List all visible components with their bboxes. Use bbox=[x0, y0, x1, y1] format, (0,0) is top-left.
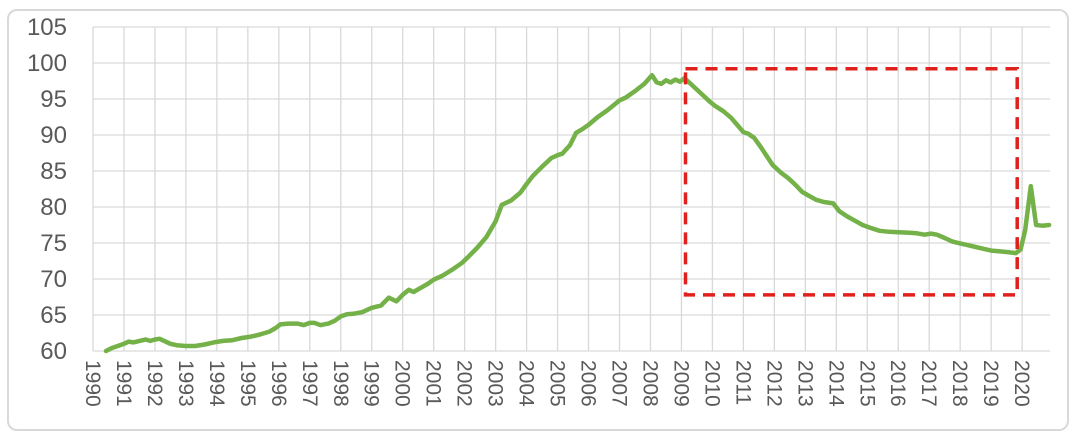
x-tick-label: 2005 bbox=[546, 360, 569, 407]
y-tick-label: 65 bbox=[40, 302, 67, 329]
x-tick-label: 1994 bbox=[205, 360, 228, 407]
y-tick-label: 60 bbox=[40, 338, 67, 365]
y-tick-label: 85 bbox=[40, 158, 67, 185]
x-tick-label: 1993 bbox=[174, 360, 197, 407]
x-tick-label: 2006 bbox=[577, 360, 600, 407]
x-tick-label: 2001 bbox=[422, 360, 445, 407]
x-tick-label: 2003 bbox=[484, 360, 507, 407]
y-tick-label: 90 bbox=[40, 122, 67, 149]
x-tick-label: 1992 bbox=[143, 360, 166, 407]
x-tick-label: 2016 bbox=[886, 360, 909, 407]
x-tick-label: 2010 bbox=[700, 360, 723, 407]
x-tick-label: 2008 bbox=[638, 360, 661, 407]
x-tick-label: 2014 bbox=[824, 360, 847, 407]
chart-frame bbox=[7, 9, 1069, 431]
x-tick-label: 1996 bbox=[267, 360, 290, 407]
x-tick-label: 2009 bbox=[669, 360, 692, 407]
x-tick-label: 2020 bbox=[1010, 360, 1033, 407]
y-tick-label: 75 bbox=[40, 230, 67, 257]
x-tick-label: 2012 bbox=[762, 360, 785, 407]
y-tick-label: 100 bbox=[27, 50, 67, 77]
x-tick-label: 1997 bbox=[298, 360, 321, 407]
x-tick-label: 1999 bbox=[360, 360, 383, 407]
data-series-line bbox=[103, 72, 1052, 354]
x-tick-label: 2017 bbox=[917, 360, 940, 407]
x-tick-label: 2011 bbox=[731, 360, 754, 405]
y-tick-label: 95 bbox=[40, 86, 67, 113]
x-tick-label: 1995 bbox=[236, 360, 259, 407]
x-tick-label: 1991 bbox=[112, 360, 135, 407]
x-tick-label: 2000 bbox=[391, 360, 414, 407]
y-tick-label: 80 bbox=[40, 194, 67, 221]
x-tick-label: 2018 bbox=[948, 360, 971, 407]
x-axis-tick-labels: 1990 1991 1992 1993 1994 1995 1996 1997 1998 1999… bbox=[81, 360, 1033, 407]
gridlines bbox=[92, 26, 1050, 352]
x-tick-label: 2019 bbox=[979, 360, 1002, 407]
x-tick-label: 1990 bbox=[81, 360, 104, 407]
y-tick-label: 70 bbox=[40, 266, 67, 293]
x-tick-label: 2002 bbox=[453, 360, 476, 407]
x-tick-label: 2015 bbox=[855, 360, 878, 407]
annotation-dashed-box bbox=[683, 67, 1019, 297]
y-tick-label: 105 bbox=[27, 14, 67, 41]
x-tick-label: 2013 bbox=[793, 360, 816, 407]
y-axis-tick-labels: 60 65 70 75 80 85 90 95 100 105 bbox=[27, 14, 67, 365]
x-tick-label: 1998 bbox=[329, 360, 352, 407]
x-tick-label: 2004 bbox=[515, 360, 538, 407]
x-tick-label: 2007 bbox=[608, 360, 631, 407]
